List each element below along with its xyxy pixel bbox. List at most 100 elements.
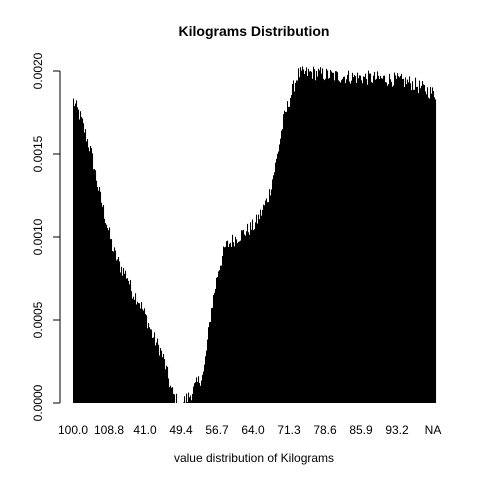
histogram-bar	[269, 189, 271, 403]
histogram-bar	[259, 219, 261, 403]
histogram-bar	[214, 292, 216, 403]
histogram-bar	[318, 68, 320, 403]
bars-group	[73, 66, 437, 404]
histogram-bar	[368, 70, 370, 403]
histogram-bar	[156, 342, 158, 403]
histogram-bar	[423, 84, 425, 403]
histogram-bar	[104, 218, 106, 403]
histogram-bar	[285, 112, 287, 403]
histogram-bar	[97, 187, 99, 403]
histogram-bar	[426, 94, 428, 404]
histogram-bar	[250, 222, 252, 403]
x-tick-label: 93.2	[385, 423, 409, 437]
histogram-bar	[299, 77, 301, 403]
histogram-bar	[422, 81, 424, 404]
histogram-bar	[274, 172, 276, 403]
histogram-bar	[78, 109, 80, 403]
histogram-bar	[235, 236, 237, 403]
histogram-bar	[417, 86, 419, 403]
histogram-bar	[126, 278, 128, 403]
histogram-bar	[387, 85, 389, 403]
histogram-bar	[247, 223, 249, 403]
histogram-bar	[373, 75, 375, 404]
histogram-bar	[144, 308, 146, 403]
histogram-bar	[341, 80, 343, 404]
histogram-bar	[281, 130, 283, 403]
histogram-bar	[295, 82, 297, 404]
histogram-bar	[244, 234, 246, 403]
histogram-bar	[309, 71, 311, 403]
histogram-bar	[378, 75, 380, 403]
histogram-bar	[406, 84, 408, 403]
histogram-bar	[272, 179, 274, 403]
histogram-bar	[153, 337, 155, 403]
histogram-bar	[204, 364, 206, 403]
histogram-bar	[176, 393, 178, 403]
histogram-bar	[337, 72, 339, 403]
histogram-bar	[361, 80, 363, 403]
histogram-bar	[106, 224, 108, 403]
histogram-bar	[429, 98, 431, 403]
histogram-bar	[319, 70, 321, 403]
histogram-bar	[237, 243, 239, 403]
histogram-bar	[413, 89, 415, 403]
histogram-bar	[262, 209, 264, 403]
histogram-bar	[193, 386, 195, 403]
histogram-bar	[397, 73, 399, 404]
histogram-bar	[292, 84, 294, 403]
histogram-bar	[420, 88, 422, 403]
histogram-bar	[241, 230, 243, 403]
histogram-bar	[264, 205, 266, 403]
histogram-bar	[236, 239, 238, 403]
histogram-bar	[172, 387, 174, 403]
histogram-bar	[251, 229, 253, 403]
histogram-bar	[382, 78, 384, 403]
histogram-bar	[421, 85, 423, 404]
histogram-bar	[371, 82, 373, 404]
histogram-bar	[323, 78, 325, 403]
histogram-bar	[115, 250, 117, 403]
histogram-bar	[284, 110, 286, 403]
histogram-bar	[304, 74, 306, 403]
histogram-bar	[127, 278, 129, 403]
histogram-bar	[160, 348, 162, 403]
histogram-bar	[410, 83, 412, 404]
histogram-bar	[332, 72, 334, 404]
histogram-bar	[288, 106, 290, 404]
histogram-bar	[89, 151, 91, 403]
histogram-bar	[243, 229, 245, 403]
histogram-bar	[283, 114, 285, 403]
histogram-bar	[418, 93, 420, 404]
y-tick-label: 0.0000	[31, 384, 45, 421]
histogram-bar	[191, 400, 193, 403]
x-tick-label: 49.4	[169, 423, 193, 437]
histogram-bar	[168, 378, 170, 403]
x-axis: 100.0 108.8 41.0 49.4 56.7 64.0 71.3 78.6 85.9 93…	[58, 423, 441, 437]
histogram-bar	[130, 280, 132, 403]
histogram-bar	[286, 111, 288, 404]
histogram-bar	[225, 246, 227, 403]
histogram-bar	[383, 75, 385, 404]
histogram-bar	[416, 86, 418, 404]
histogram-bar	[260, 209, 262, 403]
histogram-bar	[375, 79, 377, 403]
histogram-bar	[325, 78, 327, 403]
histogram-bar	[112, 250, 114, 403]
histogram-bar	[310, 70, 312, 403]
histogram-bar	[223, 246, 225, 403]
histogram-bar	[154, 332, 156, 403]
y-tick-label: 0.0020	[31, 52, 45, 89]
histogram-bar	[432, 87, 434, 403]
histogram-bar	[424, 85, 426, 404]
histogram-bar	[315, 80, 317, 403]
histogram-bar	[201, 380, 203, 403]
histogram-bar	[183, 402, 185, 403]
histogram-bar	[79, 119, 81, 403]
histogram-bar	[95, 170, 97, 403]
histogram-bar	[118, 256, 120, 403]
histogram-bar	[340, 82, 342, 403]
histogram-bar	[207, 339, 209, 403]
histogram-bar	[163, 353, 165, 403]
histogram-bar	[266, 198, 268, 403]
histogram-bar	[364, 76, 366, 404]
